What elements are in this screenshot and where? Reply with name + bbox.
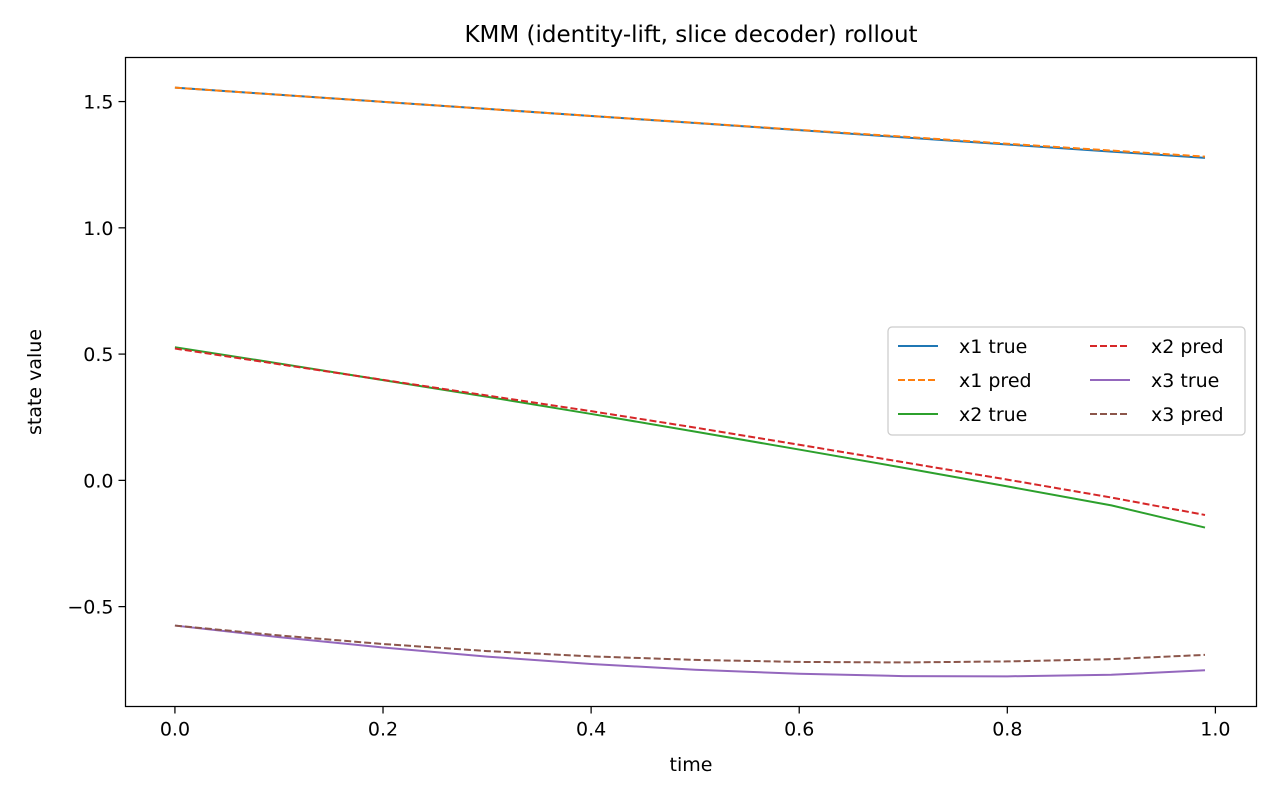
- x-tick-label: 1.0: [1200, 719, 1230, 741]
- series-line-2: [174, 86, 1206, 158]
- x-tick-label: 0.6: [784, 719, 814, 741]
- legend-label-1: x1 true: [959, 336, 1027, 358]
- legend-label-2: x1 pred: [959, 370, 1032, 392]
- y-tick-label: 1.5: [83, 92, 113, 114]
- legend-box: [887, 326, 1246, 436]
- x-tick-label: 0.8: [992, 719, 1022, 741]
- x-tick-label: 0.2: [368, 719, 398, 741]
- plot-area: [174, 86, 1206, 678]
- y-tick-label: 0.5: [83, 344, 113, 366]
- series-line-6: [174, 624, 1206, 664]
- y-tick-label: 0.0: [83, 470, 113, 492]
- legend-label-6: x3 pred: [1151, 404, 1224, 426]
- y-tick-label: 1.0: [83, 218, 113, 240]
- chart-title: KMM (identity-lift, slice decoder) rollo…: [464, 22, 917, 48]
- y-axis-label: state value: [24, 329, 46, 435]
- x-tick-label: 0.4: [576, 719, 606, 741]
- legend-label-5: x3 true: [1151, 370, 1219, 392]
- axes-frame: [124, 56, 1258, 708]
- x-axis: 0.0 0.2 0.4 0.6 0.8 1.0: [160, 706, 1231, 741]
- y-axis: −0.5 0.0 0.5 1.0 1.5: [67, 92, 126, 619]
- series-line-4: [174, 347, 1206, 516]
- legend-label-4: x2 pred: [1151, 336, 1224, 358]
- x-axis-label: time: [670, 754, 713, 776]
- x-tick-label: 0.0: [160, 719, 190, 741]
- legend: x1 true x1 pred x2 true x2 pred x3 true x3 pr…: [887, 326, 1246, 436]
- y-tick-label: −0.5: [67, 597, 113, 619]
- series-line-5: [174, 624, 1206, 678]
- legend-label-3: x2 true: [959, 404, 1027, 426]
